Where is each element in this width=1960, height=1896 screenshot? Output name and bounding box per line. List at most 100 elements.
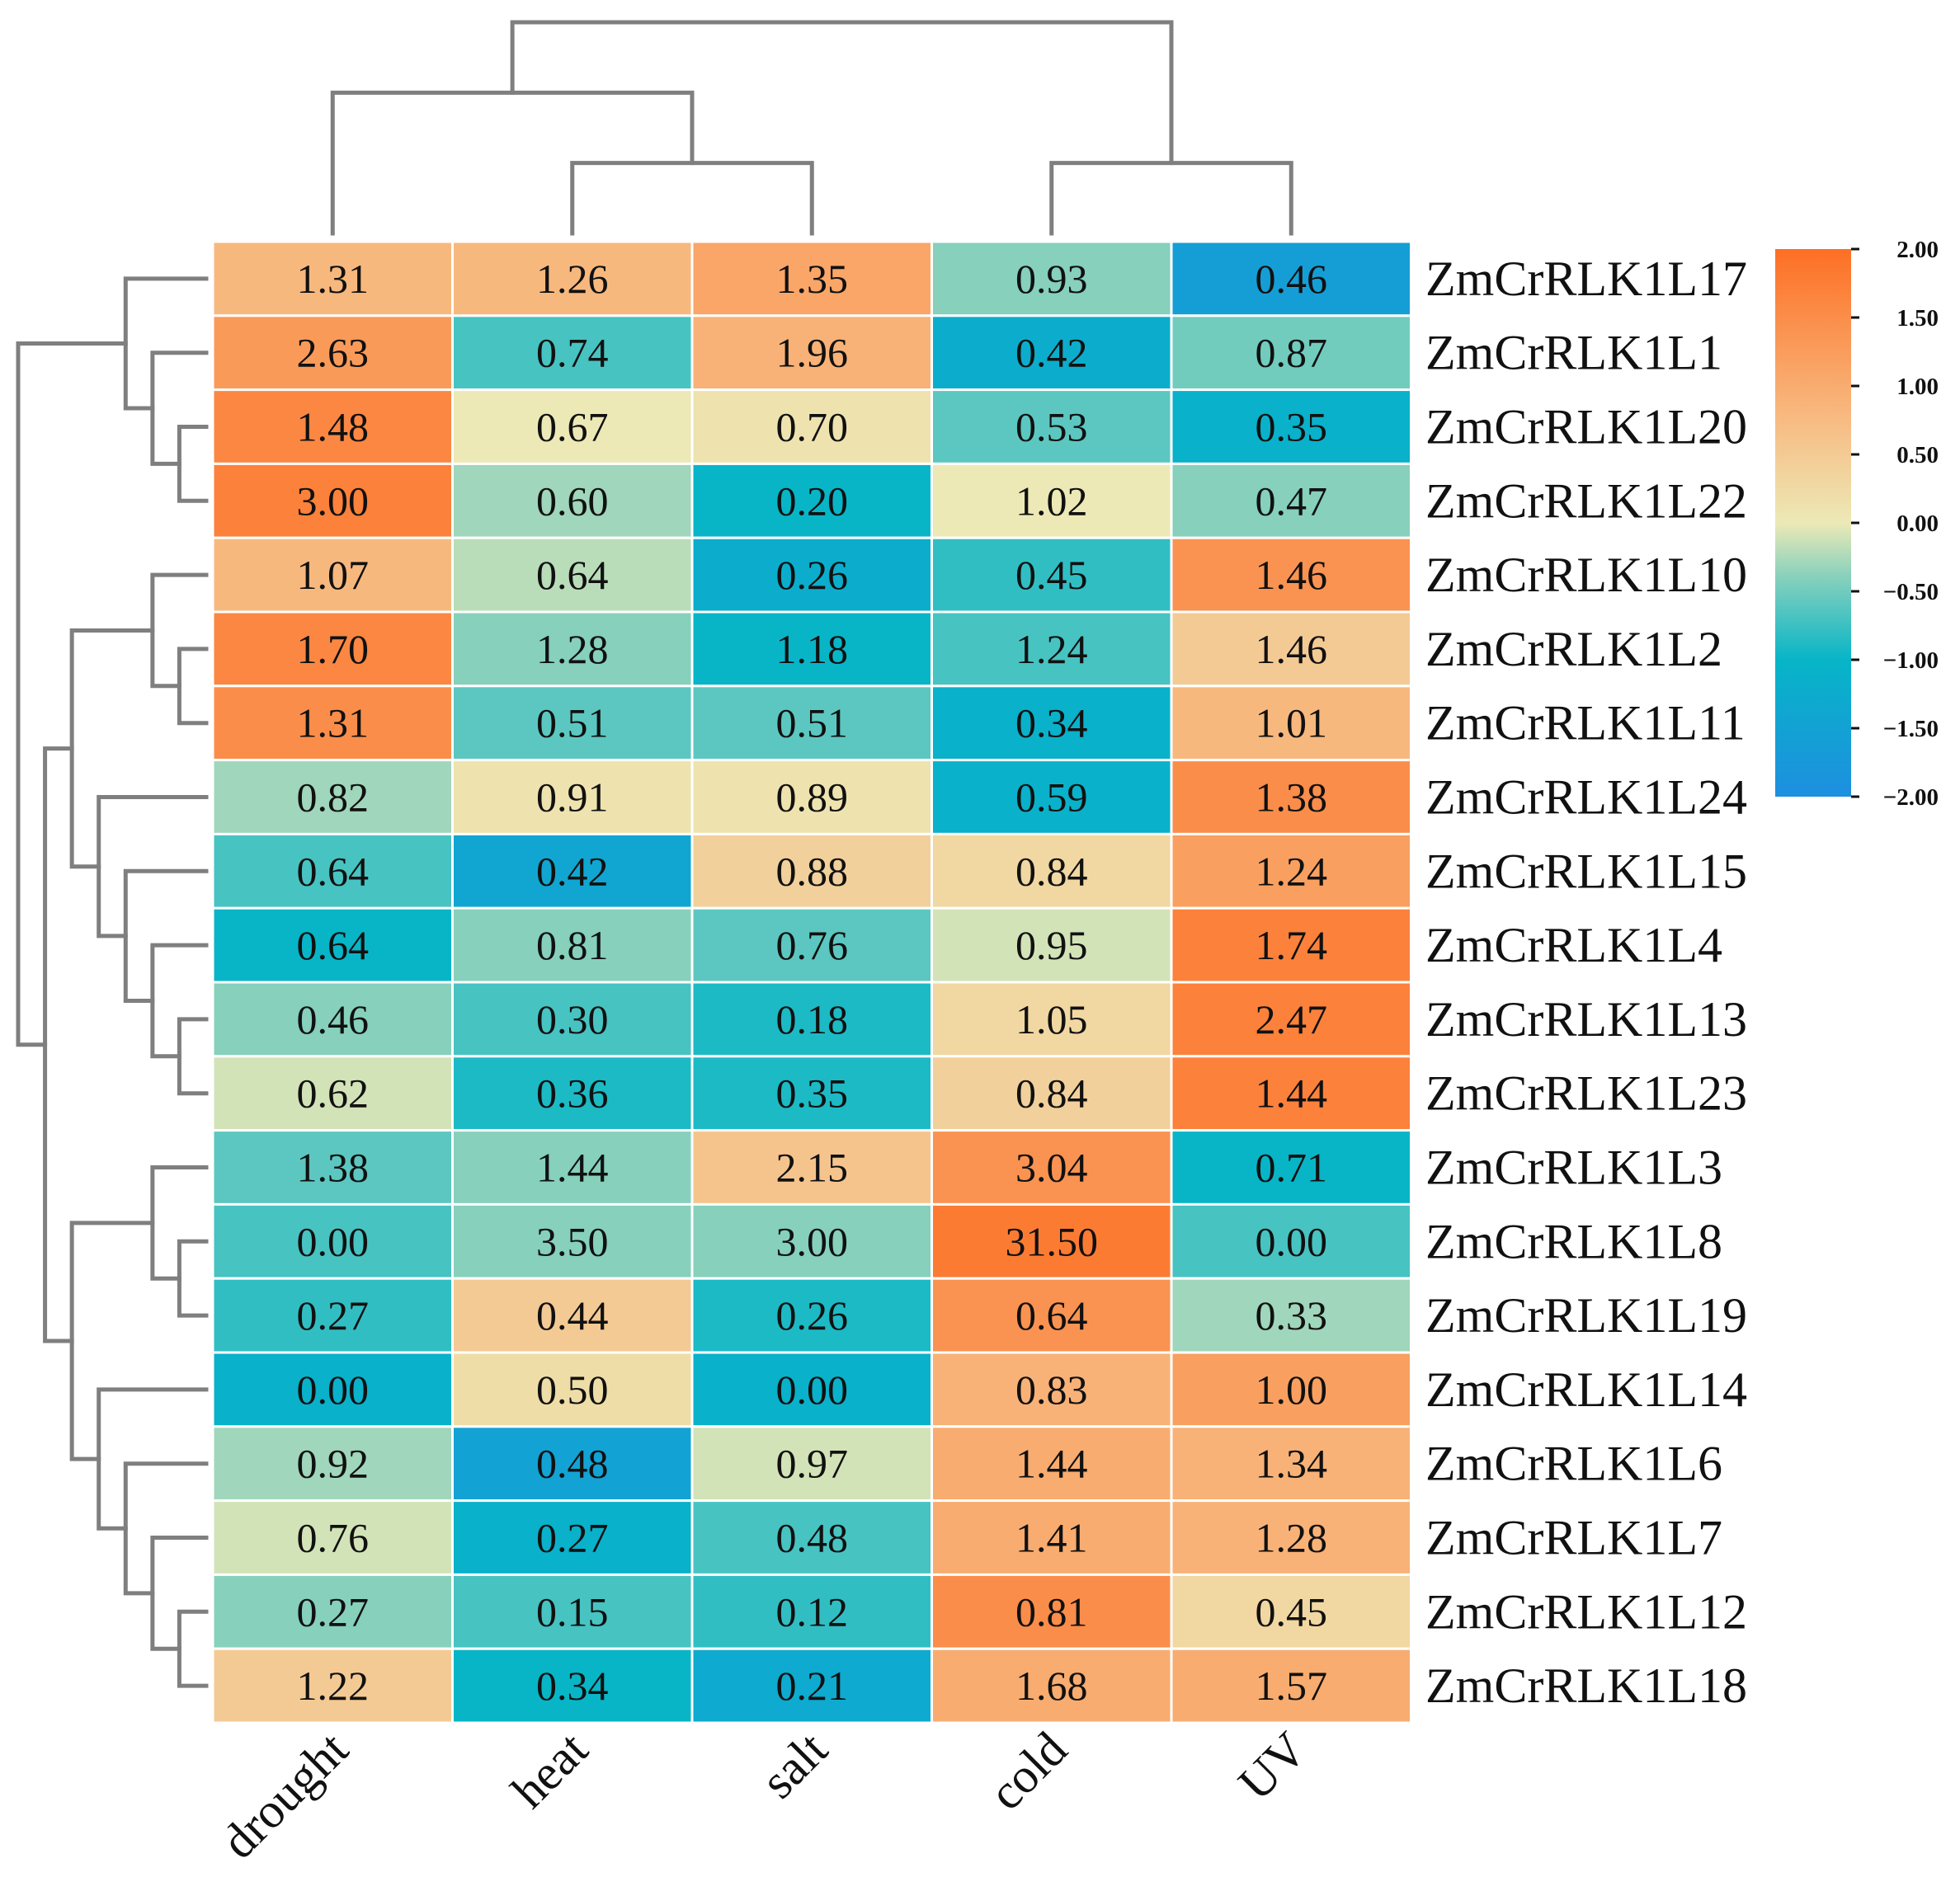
cell-value-label: 0.27 xyxy=(297,1292,370,1338)
heatmap-cell xyxy=(1170,981,1412,1058)
cell-value-label: 1.05 xyxy=(1015,996,1088,1042)
cell-value-label: 0.97 xyxy=(776,1441,849,1487)
cell-value-label: 0.51 xyxy=(536,700,609,746)
cell-value-label: 0.00 xyxy=(297,1367,370,1413)
column-label: drought xyxy=(211,1721,359,1869)
heatmap-cell xyxy=(931,462,1173,539)
cell-value-label: 0.81 xyxy=(1015,1588,1088,1635)
cell-value-label: 0.95 xyxy=(1015,922,1088,968)
cell-value-label: 3.04 xyxy=(1015,1145,1088,1191)
heatmap-cell xyxy=(451,1425,694,1503)
heatmap-cell xyxy=(211,906,454,984)
heatmap-cell xyxy=(931,906,1173,984)
column-label: cold xyxy=(978,1722,1077,1821)
heatmap-cell xyxy=(690,314,933,392)
cell-value-label: 3.50 xyxy=(536,1218,609,1264)
heatmap-cell xyxy=(931,1573,1173,1650)
cell-value-label: 1.35 xyxy=(776,256,849,302)
heatmap-cell xyxy=(451,906,694,984)
heatmap-cell xyxy=(211,314,454,392)
row-label: ZmCrRLK1L24 xyxy=(1425,770,1747,825)
cell-value-label: 0.42 xyxy=(1015,330,1088,376)
row-dendrogram-link xyxy=(177,647,209,726)
heatmap-cells xyxy=(211,240,1412,1724)
cell-value-label: 0.47 xyxy=(1256,478,1328,524)
cell-value-label: 0.46 xyxy=(297,996,370,1042)
heatmap-cell xyxy=(451,1647,694,1724)
cell-value-label: 0.83 xyxy=(1015,1367,1088,1413)
heatmap-cell xyxy=(690,536,933,614)
row-label: ZmCrRLK1L8 xyxy=(1425,1214,1722,1268)
heatmap-cell-labels: 1.31 1.26 1.35 0.93 0.46 2.63 0.74 1.96 0.42 0.87… xyxy=(297,256,1328,1709)
colorbar-tick-label: 2.00 xyxy=(1896,237,1939,263)
cell-value-label: 0.27 xyxy=(536,1515,609,1561)
cell-value-label: 0.27 xyxy=(297,1588,370,1635)
row-label: ZmCrRLK1L13 xyxy=(1425,992,1747,1047)
cell-value-label: 0.33 xyxy=(1256,1292,1328,1338)
cell-value-label: 0.82 xyxy=(297,774,370,821)
row-label: ZmCrRLK1L14 xyxy=(1425,1362,1747,1417)
heatmap-cell xyxy=(211,1573,454,1650)
cell-value-label: 0.88 xyxy=(776,848,849,894)
row-label: ZmCrRLK1L3 xyxy=(1425,1141,1722,1195)
row-label: ZmCrRLK1L20 xyxy=(1425,400,1747,454)
cell-value-label: 0.00 xyxy=(1256,1218,1328,1264)
cell-value-label: 1.96 xyxy=(776,330,849,376)
cell-value-label: 0.34 xyxy=(536,1663,609,1709)
heatmap-cell xyxy=(690,832,933,910)
heatmap-cell xyxy=(931,1129,1173,1206)
cell-value-label: 0.84 xyxy=(1015,848,1088,894)
heatmap-cell xyxy=(931,981,1173,1058)
cell-value-label: 0.15 xyxy=(536,1588,609,1635)
cell-value-label: 0.59 xyxy=(1015,774,1088,821)
cell-value-label: 0.71 xyxy=(1256,1145,1328,1191)
cell-value-label: 3.00 xyxy=(776,1218,849,1264)
column-labels: drought heat salt cold UV xyxy=(211,1721,1317,1869)
cell-value-label: 0.30 xyxy=(536,996,609,1042)
heatmap-cell xyxy=(211,981,454,1058)
heatmap-cell xyxy=(931,1647,1173,1724)
cell-value-label: 0.00 xyxy=(776,1367,849,1413)
cell-value-label: 1.74 xyxy=(1256,922,1328,968)
row-dendrogram-link xyxy=(97,795,209,939)
heatmap-cell xyxy=(1170,1202,1412,1280)
cell-value-label: 1.28 xyxy=(1256,1515,1328,1561)
heatmap-cell xyxy=(1170,1277,1412,1354)
cell-value-label: 0.26 xyxy=(776,552,849,598)
heatmap-cell xyxy=(211,1425,454,1503)
heatmap-cell xyxy=(211,1499,454,1576)
heatmap-cell xyxy=(1170,1499,1412,1576)
row-dendrogram-link xyxy=(177,1239,209,1318)
cell-value-label: 1.48 xyxy=(297,404,370,450)
row-dendrogram-link xyxy=(177,425,209,503)
cell-value-label: 1.44 xyxy=(1015,1441,1088,1487)
heatmap-cell xyxy=(451,1277,694,1354)
heatmap-cell xyxy=(931,1351,1173,1428)
heatmap-cell xyxy=(931,832,1173,910)
cell-value-label: 1.31 xyxy=(297,256,370,302)
cell-value-label: 31.50 xyxy=(1006,1218,1099,1264)
cell-value-label: 0.64 xyxy=(1015,1292,1088,1338)
heatmap-cell xyxy=(451,1055,694,1132)
cell-value-label: 1.24 xyxy=(1015,626,1088,672)
cell-value-label: 1.70 xyxy=(297,626,370,672)
heatmap-cell xyxy=(1170,832,1412,910)
row-label: ZmCrRLK1L17 xyxy=(1425,252,1747,306)
cell-value-label: 0.62 xyxy=(297,1070,370,1117)
heatmap-cell xyxy=(1170,759,1412,835)
row-label: ZmCrRLK1L12 xyxy=(1425,1584,1747,1639)
row-dendrogram xyxy=(16,276,209,1688)
heatmap-cell xyxy=(211,462,454,539)
heatmap-cell xyxy=(690,1055,933,1132)
row-dendrogram-link xyxy=(177,1609,209,1688)
row-dendrogram-link xyxy=(16,341,128,1047)
row-dendrogram-link xyxy=(69,628,155,869)
column-dendrogram-link xyxy=(510,20,1174,166)
cell-value-label: 0.87 xyxy=(1256,330,1328,376)
cell-value-label: 0.74 xyxy=(536,330,609,376)
cell-value-label: 0.48 xyxy=(536,1441,609,1487)
heatmap-cell xyxy=(690,685,933,762)
heatmap-cell xyxy=(451,1573,694,1650)
colorbar-tick-label: −1.50 xyxy=(1883,716,1939,742)
cell-value-label: 0.18 xyxy=(776,996,849,1042)
